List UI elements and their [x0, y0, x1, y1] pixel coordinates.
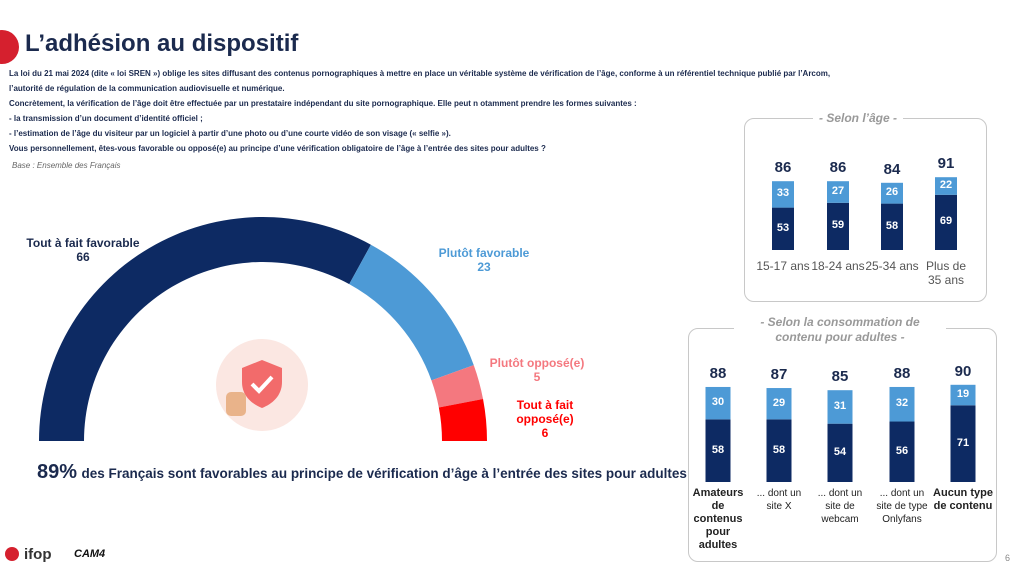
- segment-label: 53: [776, 221, 790, 234]
- category-label: ... dont un site X: [756, 488, 802, 512]
- headline: 89% des Français sont favorables au prin…: [37, 461, 687, 484]
- title-dot: [0, 30, 19, 64]
- category-label: 25-34 ans: [865, 259, 919, 273]
- category-label: 15-17 ans: [756, 259, 810, 273]
- total-label: 88: [709, 364, 727, 382]
- bar-segment: [766, 419, 792, 482]
- donut-segment: [431, 365, 484, 408]
- bar-segment: [705, 419, 731, 482]
- intro-line: - l’estimation de l’âge du visiteur par …: [9, 129, 451, 138]
- intro-line: Concrètement, la vérification de l’âge d…: [9, 99, 637, 108]
- bar-segment: [705, 386, 731, 420]
- segment-label: 19: [956, 388, 970, 401]
- category-label: 18-24 ans: [811, 259, 865, 273]
- shield-icon: [242, 360, 282, 408]
- category-label: ... dont un site de type Onlyfans: [876, 488, 928, 525]
- donut-segment: [438, 399, 487, 441]
- bar-segment: [772, 181, 794, 208]
- total-label: 86: [774, 159, 792, 177]
- value: 6: [541, 426, 549, 440]
- box-title: - Selon l’âge -: [812, 111, 904, 126]
- segment-label: 59: [831, 219, 845, 232]
- title: L’adhésion au dispositif: [25, 30, 299, 57]
- bar-segment: [827, 181, 849, 203]
- total-label: 91: [937, 155, 955, 173]
- check-icon: [250, 375, 274, 394]
- segment-label: 22: [939, 179, 953, 191]
- category: Plutôt favorable: [438, 246, 530, 260]
- bar-segment: [827, 390, 853, 424]
- segment-label: 58: [711, 443, 725, 456]
- category: Tout à fait favorable: [26, 236, 140, 250]
- bar-segment: [889, 386, 915, 422]
- bar-segment: [950, 405, 976, 482]
- donut-label: Tout à fait favorable 66: [26, 236, 139, 264]
- segment-label: 29: [772, 396, 786, 409]
- bar-segment: [935, 177, 957, 195]
- category-label: Amateurs de contenus pour adultes: [692, 487, 744, 551]
- logo-dot: [5, 547, 19, 561]
- category-label: Aucun type de contenu: [933, 487, 993, 512]
- base-note: Base : Ensemble des Français: [12, 161, 121, 170]
- bar-segment: [889, 421, 915, 482]
- segment-label: 33: [776, 187, 790, 200]
- total-label: 88: [893, 364, 911, 382]
- bar-segment: [772, 207, 794, 250]
- logo: CAM4: [74, 548, 106, 560]
- segment-label: 69: [939, 215, 953, 228]
- segment-label: 56: [895, 444, 909, 457]
- segment-label: 54: [833, 445, 847, 458]
- page-number: 6: [1004, 553, 1010, 563]
- category: Plutôt opposé(e): [489, 356, 585, 370]
- segment-label: 26: [885, 186, 899, 199]
- category-label: Plus de 35 ans: [925, 259, 967, 287]
- segment-label: 58: [885, 219, 899, 232]
- segment-label: 71: [956, 436, 970, 449]
- bar-segment: [766, 388, 792, 420]
- segment-label: 30: [711, 396, 725, 409]
- total-label: 90: [954, 362, 972, 380]
- donut-label: Tout à fait opposé(e) 6: [505, 398, 585, 440]
- intro-line: l’autorité de régulation de la communica…: [9, 84, 285, 93]
- intro-line: - la transmission d’un document d’identi…: [9, 114, 203, 123]
- box-title: - Selon la consommation de contenu pour …: [734, 315, 946, 345]
- logo: ifop: [24, 546, 52, 563]
- segment-label: 58: [772, 443, 786, 456]
- donut-label: Plutôt favorable 23: [439, 246, 530, 274]
- headline-figure: 89%: [37, 461, 78, 483]
- total-label: 84: [883, 160, 901, 178]
- total-label: 86: [829, 159, 847, 177]
- bar-segment: [950, 384, 976, 406]
- bar-segment: [827, 202, 849, 250]
- total-label: 85: [831, 368, 849, 386]
- value: 5: [533, 370, 541, 384]
- thumb-icon: [226, 392, 246, 416]
- total-label: 87: [770, 366, 788, 384]
- intro-line: Vous personnellement, êtes-vous favorabl…: [9, 144, 546, 153]
- segment-label: 27: [831, 185, 845, 197]
- donut-segment: [349, 244, 474, 381]
- donut-segment: [39, 216, 371, 441]
- category: Tout à fait opposé(e): [516, 398, 574, 426]
- segment-label: 31: [833, 399, 847, 412]
- category-label: ... dont un site de webcam: [817, 488, 863, 525]
- bar-segment: [935, 194, 957, 250]
- bar-segment: [881, 203, 903, 250]
- segment-label: 32: [895, 397, 909, 410]
- intro-line: La loi du 21 mai 2024 (dite « loi SREN »…: [9, 69, 831, 78]
- donut-label: Plutôt opposé(e) 5: [490, 356, 585, 384]
- value: 23: [477, 260, 491, 274]
- bar-segment: [827, 423, 853, 482]
- bar-segment: [881, 182, 903, 204]
- value: 66: [76, 250, 90, 264]
- headline-text: des Français sont favorables au principe…: [81, 466, 687, 481]
